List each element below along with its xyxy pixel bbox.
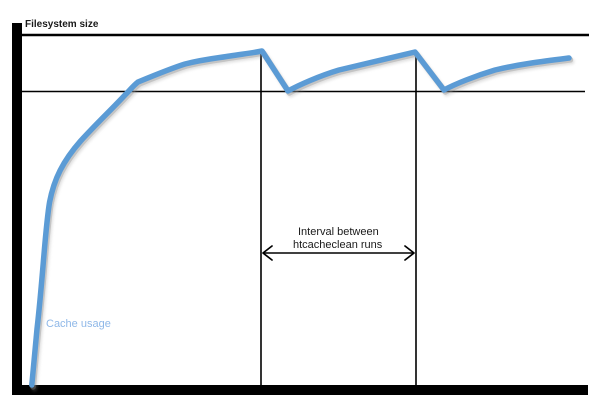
svg-text:Filesystem size: Filesystem size <box>25 19 99 30</box>
svg-text:htcacheclean runs: htcacheclean runs <box>293 239 383 251</box>
svg-text:Interval between: Interval between <box>298 226 379 238</box>
svg-text:Cache usage: Cache usage <box>46 318 111 330</box>
